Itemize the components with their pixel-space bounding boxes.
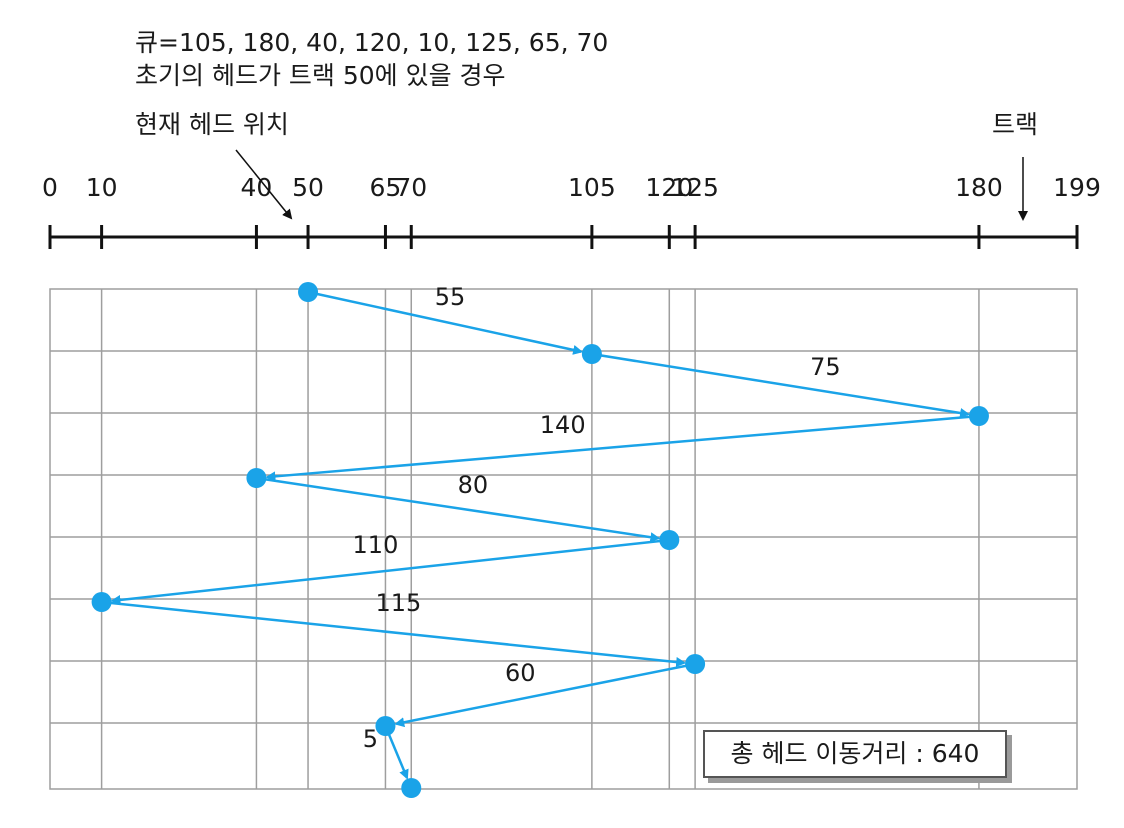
seek-arrow [265,414,980,482]
tick-label: 50 [292,173,324,202]
tick-label: 70 [395,173,428,202]
seek-arrow [110,538,670,605]
current-head-pointer [235,149,293,220]
distance-label: 80 [458,471,489,499]
distance-label: 140 [540,411,586,439]
initial-head-text: 초기의 헤드가 트랙 50에 있을 경우 [135,61,506,90]
seek-point [298,282,319,302]
seek-point [91,592,112,612]
seek-arrow [256,476,661,543]
distance-label: 55 [435,283,466,311]
seek-point [375,716,396,736]
distance-label: 115 [375,589,421,617]
distance-label: 75 [810,353,841,381]
total-distance-box: 총 헤드 이동거리 : 640 [703,730,1007,778]
seek-point [968,406,989,426]
distance-label: 5 [363,725,378,753]
grid [49,288,1078,790]
track-axis [48,225,1079,249]
seek-arrow [591,352,971,418]
seek-arrow [307,290,584,355]
track-label: 트랙 [992,110,1039,139]
tick-label: 120 [645,173,694,202]
seek-arrow [101,600,687,667]
seek-point [659,530,680,550]
tick-label: 125 [671,173,719,202]
seek-arrow [394,662,696,728]
tick-label: 105 [568,173,616,202]
tick-label: 180 [955,173,1003,202]
current-head-label: 현재 헤드 위치 [135,110,289,139]
queue-text: 큐=105, 180, 40, 120, 10, 125, 65, 70 [135,28,609,57]
tick-label: 10 [85,173,118,202]
seek-point [581,344,602,364]
distance-labels: 55 75 140 80 110 115 60 5 [353,283,841,753]
seek-point [246,468,267,488]
tick-label: 199 [1053,173,1101,202]
grid-border [49,288,1078,790]
seek-point [685,654,706,674]
seek-path [91,282,989,798]
tick-label: 0 [42,173,58,202]
seek-point [401,778,422,798]
distance-label: 110 [353,531,399,559]
tick-label: 65 [369,173,402,202]
distance-label: 60 [505,659,536,687]
pointer-arrows [235,149,1028,221]
